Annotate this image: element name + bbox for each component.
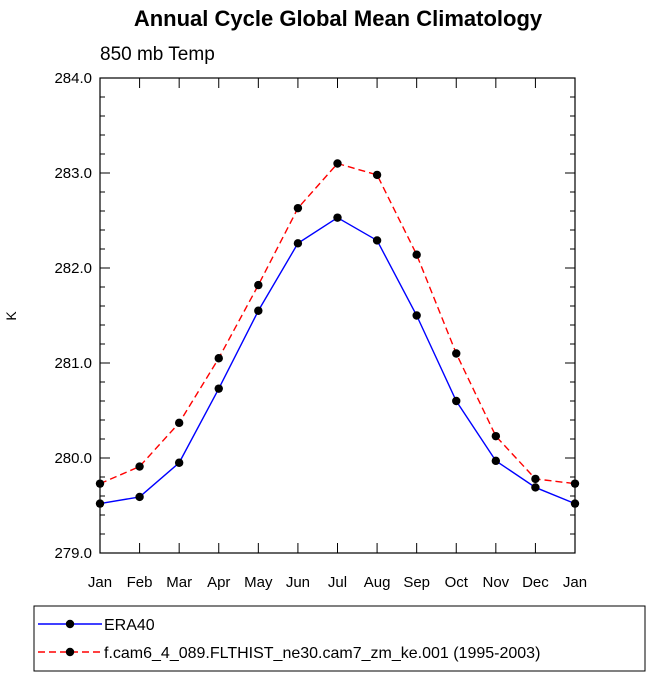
x-tick-label: Jul	[328, 574, 347, 591]
legend-marker-1	[65, 619, 75, 629]
y-axis-label: K	[3, 311, 19, 321]
x-tick-label: Apr	[207, 574, 230, 591]
x-axis: Jan Feb Mar Apr May Jun Jul Aug Sep Oct Nov Dec Jan	[88, 78, 587, 591]
series-1-point	[452, 396, 461, 406]
series-line-2	[99, 162, 576, 485]
chart-subtitle: 850 mb Temp	[100, 44, 215, 65]
series-1-point	[531, 483, 540, 492]
series-2-point	[372, 170, 382, 180]
series-1-point	[412, 311, 421, 320]
series-1-point	[372, 236, 382, 245]
series-2-point	[174, 418, 184, 428]
chart-title: Annual Cycle Global Mean Climatology	[134, 6, 543, 31]
x-tick-label: Jun	[286, 574, 310, 591]
series-2-point	[531, 474, 540, 484]
series-2-point	[333, 159, 342, 168]
y-tick-label: 281.0	[54, 355, 92, 372]
series-1-point	[570, 499, 580, 508]
legend-label-2: f.cam6_4_089.FLTHIST_ne30.cam7_zm_ke.001…	[104, 645, 540, 662]
legend-box	[33, 605, 646, 672]
series-2-point	[570, 479, 580, 488]
series-1-point	[293, 239, 303, 248]
x-tick-label: Jan	[563, 574, 587, 591]
series-2-point	[452, 349, 461, 358]
x-tick-label: Feb	[127, 574, 153, 591]
x-tick-label: Sep	[403, 574, 430, 591]
series-2-point	[214, 354, 223, 363]
series-1-point	[491, 456, 501, 466]
y-tick-label: 283.0	[54, 165, 92, 182]
y-axis: 279.0 280.0 281.0 282.0 283.0 284.0	[54, 70, 575, 562]
series-2-point	[254, 280, 263, 290]
y-tick-label: 279.0	[54, 545, 92, 562]
series-1-point	[135, 492, 144, 502]
series-1-point	[95, 499, 105, 508]
legend: ERA40 f.cam6_4_089.FLTHIST_ne30.cam7_zm_k…	[33, 605, 646, 672]
y-tick-label: 280.0	[54, 450, 92, 467]
y-tick-label: 284.0	[54, 70, 92, 87]
x-tick-label: Oct	[445, 574, 469, 591]
series-2-point	[491, 431, 501, 441]
series-1-point	[214, 384, 223, 393]
series-1-point	[254, 306, 263, 315]
x-tick-label: May	[244, 574, 273, 591]
series-2-point	[135, 462, 144, 471]
legend-marker-2	[65, 647, 75, 657]
x-tick-label: Nov	[482, 574, 509, 591]
series-2-point	[293, 203, 303, 213]
x-tick-label: Jan	[88, 574, 112, 591]
series-2-point	[95, 479, 105, 488]
x-tick-label: Mar	[166, 574, 192, 591]
x-tick-label: Dec	[522, 574, 549, 591]
plot-area	[95, 159, 580, 508]
series-line-1	[99, 216, 576, 505]
y-tick-label: 282.0	[54, 260, 92, 277]
series-2-point	[412, 250, 421, 259]
legend-label-1: ERA40	[104, 617, 155, 634]
plot-frame	[99, 77, 576, 554]
series-1-point	[333, 213, 342, 222]
x-tick-label: Aug	[364, 574, 391, 591]
series-1-point	[174, 458, 184, 467]
